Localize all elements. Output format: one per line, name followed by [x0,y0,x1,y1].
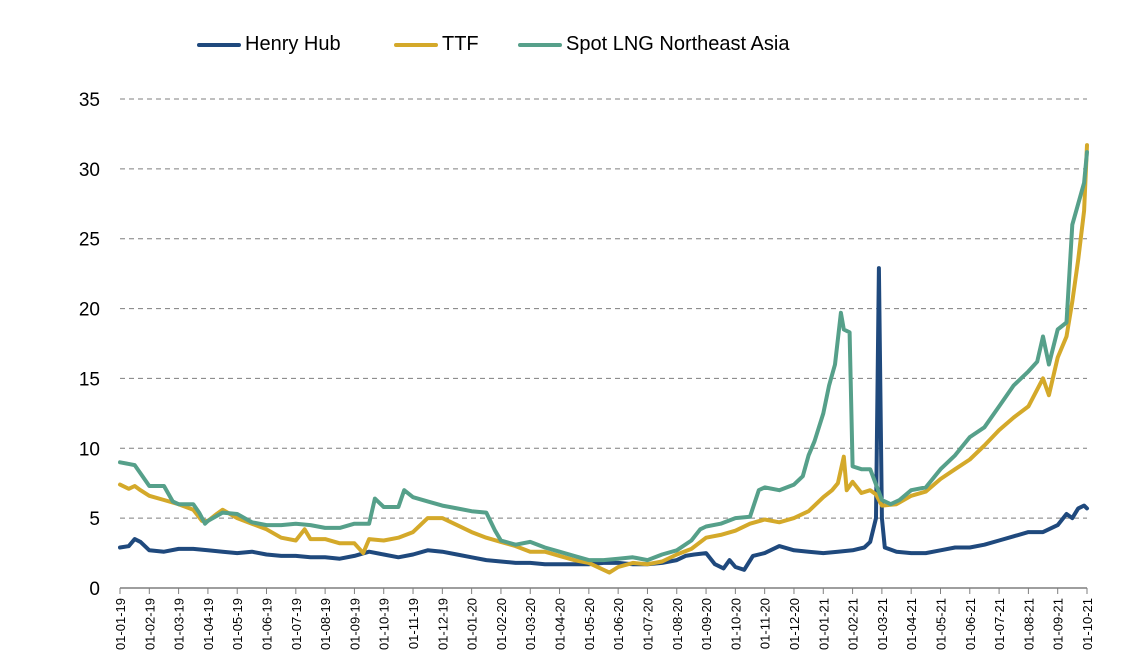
x-tick-label: 01-01-21 [816,598,831,650]
x-tick-label: 01-06-19 [260,598,275,650]
legend-item-spot-lng: Spot LNG Northeast Asia [518,33,789,56]
x-tick-label: 01-03-21 [875,598,890,650]
x-tick-label: 01-04-19 [201,598,216,650]
legend-swatch-henry-hub [197,42,241,47]
x-tick-label: 01-08-21 [1021,598,1036,650]
x-tick-label: 01-03-19 [172,598,187,650]
x-tick-label: 01-09-19 [347,598,362,650]
x-tick-label: 01-11-19 [406,598,421,649]
gridlines [120,98,1087,519]
x-tick-label: 01-04-20 [553,598,568,650]
x-tick-label: 01-04-21 [904,598,919,650]
legend-item-henry-hub: Henry Hub [197,33,341,56]
legend-label-henry-hub: Henry Hub [245,33,341,55]
x-tick-label: 01-08-19 [318,598,333,650]
x-tick-label: 01-02-21 [846,598,861,650]
x-tick-label: 01-06-21 [963,598,978,650]
y-axis-ticks: 0 5 10 15 20 25 30 35 [79,90,100,600]
x-tick-label: 01-05-19 [230,598,245,650]
y-tick-label: 35 [79,90,100,111]
x-tick-label: 01-07-21 [992,598,1007,650]
x-tick-label: 01-07-20 [640,598,655,650]
x-tick-label: 01-10-21 [1080,598,1095,650]
x-tick-label: 01-09-21 [1051,598,1066,650]
x-tick-label: 01-02-19 [142,598,157,650]
x-tick-label: 01-01-19 [113,598,128,650]
y-tick-label: 20 [79,300,100,321]
y-tick-label: 5 [89,509,100,530]
legend-label-ttf: TTF [442,33,479,55]
x-tick-label: 01-10-20 [728,598,743,650]
series-line-spot-lng-northeast-asia [118,150,1089,563]
x-tick-label: 01-08-20 [670,598,685,650]
series-line-ttf [118,143,1089,575]
series-lines [118,143,1089,575]
x-tick-label: 01-12-20 [787,598,802,650]
x-tick-label: 01-12-19 [435,598,450,650]
y-tick-label: 25 [79,230,100,251]
x-tick-label: 01-07-19 [289,598,304,650]
y-tick-label: 30 [79,160,100,181]
legend-item-ttf: TTF [394,33,479,56]
x-tick-label: 01-05-21 [933,598,948,650]
x-tick-label: 01-09-20 [699,598,714,650]
x-tick-label: 01-06-20 [611,598,626,650]
x-axis: 01-01-19 01-02-19 01-03-19 01-04-19 01-05-19… [113,587,1095,650]
x-tick-label: 01-11-20 [758,598,773,649]
y-tick-label: 15 [79,369,100,390]
x-tick-label: 01-02-20 [494,598,509,650]
series-line-henry-hub [118,266,1089,572]
x-tick-label: 01-10-19 [377,598,392,650]
x-tick-label: 01-05-20 [582,598,597,650]
y-tick-label: 0 [89,579,100,600]
y-tick-label: 10 [79,439,100,460]
x-tick-label: 01-01-20 [465,598,480,650]
x-tick-label: 01-03-20 [523,598,538,650]
legend-label-spot-lng: Spot LNG Northeast Asia [566,33,790,55]
legend-swatch-ttf [394,42,438,47]
legend-swatch-spot-lng [518,42,562,47]
